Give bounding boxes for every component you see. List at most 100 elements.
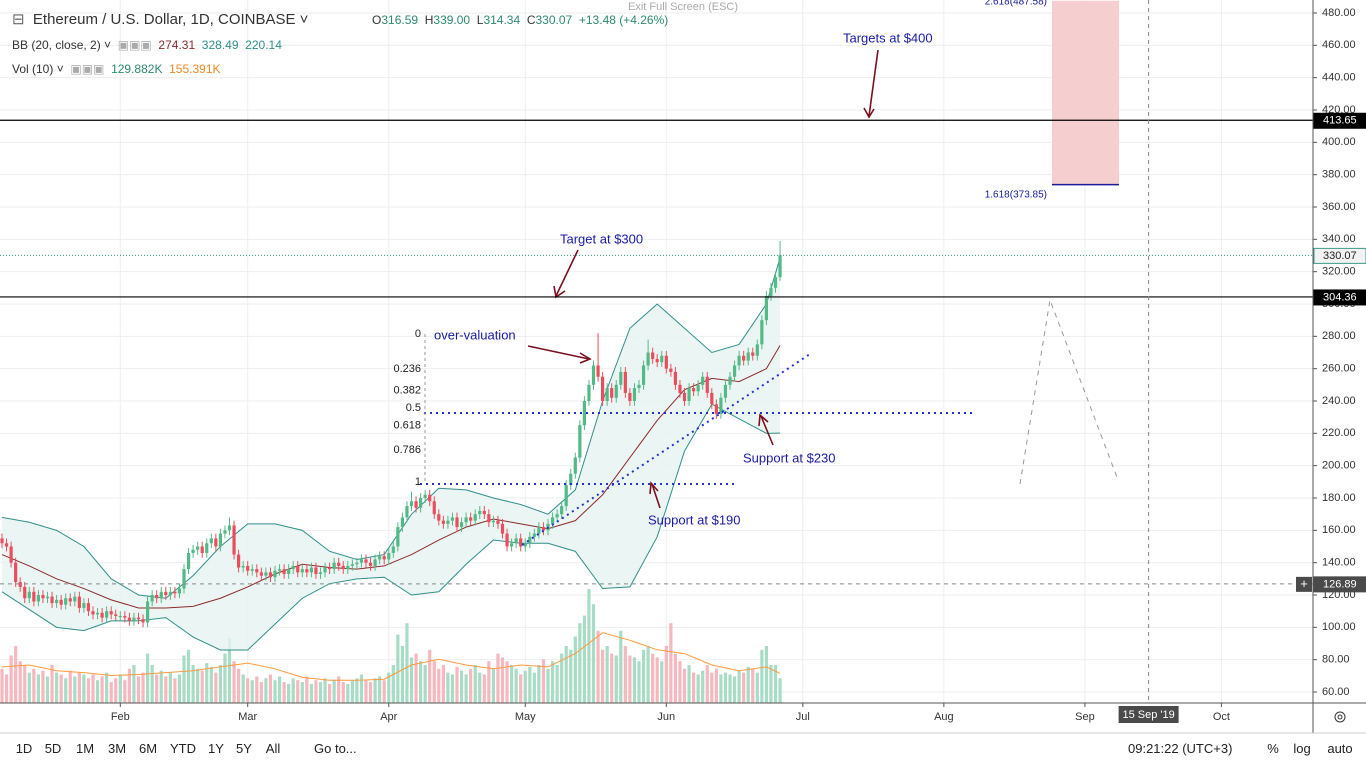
candle-body	[396, 527, 400, 547]
y-tick-label: 320.00	[1322, 266, 1356, 278]
candle-body	[268, 572, 273, 578]
over-layer: 0 0.236 0.382 0.5 0.618 0.786 1 Targets at $400…	[0, 0, 1366, 734]
symbol: ⊟ Ethereum / U.S. Dollar, 1D, COINBASE ˅	[12, 11, 309, 28]
volume-bar	[191, 665, 195, 703]
volume-bar	[100, 676, 104, 703]
toolbar-item[interactable]: %	[1267, 741, 1279, 756]
candle-body	[541, 527, 546, 531]
volume-bar	[268, 674, 273, 703]
c-value: 330.07	[535, 13, 573, 27]
volume-bar	[123, 680, 127, 703]
volume-bar	[619, 630, 623, 703]
volume-bar	[546, 668, 550, 703]
volume-bar	[719, 674, 723, 703]
volume-bar	[514, 668, 518, 703]
volume-bar	[182, 655, 186, 703]
volume-bar	[596, 630, 600, 703]
candle-body	[282, 569, 286, 574]
candle-body	[364, 559, 368, 563]
volume-bar	[36, 674, 41, 703]
volume-bar	[309, 684, 314, 703]
volume-bar	[769, 665, 773, 703]
volume-bar	[573, 636, 577, 703]
candle-body	[227, 525, 232, 531]
volume-bar	[628, 655, 632, 703]
toolbar-item[interactable]: All	[265, 741, 281, 756]
candle-body	[14, 562, 18, 583]
candle-body	[723, 384, 728, 398]
candle-body	[287, 569, 291, 574]
volume-bar	[227, 638, 232, 703]
toolbar-item[interactable]: log	[1293, 741, 1311, 756]
candle-body	[114, 614, 118, 617]
bb-name[interactable]: BB (20, close, 2)	[12, 38, 101, 52]
candle-body	[309, 567, 314, 573]
candle-body	[82, 603, 86, 608]
volume-bar	[95, 680, 100, 703]
volume-bar	[710, 672, 714, 703]
candle-body	[778, 255, 782, 278]
candle-body	[441, 520, 445, 524]
candle-body	[246, 565, 250, 571]
volume-bar	[482, 674, 486, 703]
toolbar-item[interactable]: YTD	[170, 741, 196, 756]
y-tick-label: 200.00	[1322, 460, 1356, 472]
fib-ratio: 0.786	[393, 444, 421, 456]
candle-body	[641, 365, 646, 385]
volume-bar	[291, 678, 295, 703]
volume-bar	[428, 649, 432, 703]
volume-bar	[314, 680, 318, 703]
y-tick-label: 220.00	[1322, 427, 1356, 439]
volume-bar	[601, 649, 605, 703]
toolbar-item[interactable]: 6M	[138, 741, 158, 756]
toolbar-item[interactable]: 1M	[75, 741, 95, 756]
candle-body	[9, 546, 13, 563]
symbol-name[interactable]: Ethereum / U.S. Dollar, 1D, COINBASE	[32, 11, 296, 28]
candle-body	[769, 287, 773, 296]
volume-bar	[318, 682, 323, 703]
volume-bar	[687, 665, 691, 703]
projection	[1019, 298, 1119, 485]
settings-icon[interactable]	[1334, 711, 1346, 723]
volume-bar	[669, 623, 673, 703]
volume-bar	[328, 684, 332, 703]
toolbar-item[interactable]: 5D	[44, 741, 62, 756]
volume-bar	[555, 665, 559, 703]
candle-body	[596, 365, 600, 377]
toolbar-item[interactable]: 1D	[15, 741, 33, 756]
candle-body	[437, 514, 441, 521]
candle-body	[423, 494, 427, 499]
toolbar-item[interactable]: Go to...	[314, 741, 357, 756]
volume-bar	[578, 623, 582, 703]
candle-body	[728, 376, 732, 385]
candle-body	[241, 565, 245, 568]
volume-bar	[569, 649, 573, 703]
fib-label: 1.618(373.85)	[985, 189, 1047, 200]
annotation: over-valuation	[434, 327, 516, 342]
candle-body	[664, 355, 668, 369]
volume-bar	[155, 674, 159, 703]
c-label: C	[526, 13, 536, 27]
volume-bar	[241, 674, 245, 703]
y-tick-label: 480.00	[1322, 7, 1356, 19]
exit-fullscreen[interactable]: Exit Full Screen (ESC)	[628, 1, 739, 13]
toolbar-item[interactable]: 3M	[107, 741, 127, 756]
crosshair-plus[interactable]	[1296, 576, 1312, 592]
toolbar-item[interactable]: 1Y	[208, 741, 224, 756]
volume-bar	[714, 668, 718, 703]
toolbar-item[interactable]: 5Y	[236, 741, 252, 756]
candle-body	[27, 591, 31, 599]
toolbar-item[interactable]: 09:21:22 (UTC+3)	[1128, 741, 1233, 756]
y-tick-label: 240.00	[1322, 395, 1356, 407]
y-tick-label: 160.00	[1322, 524, 1356, 536]
candle-body	[73, 596, 77, 602]
toolbar-item[interactable]: auto	[1327, 741, 1353, 756]
volume-bar	[332, 680, 336, 703]
candle-body	[100, 612, 104, 618]
volume-bar	[610, 653, 614, 703]
vol-name[interactable]: Vol (10)	[12, 62, 54, 76]
candle-body	[601, 376, 605, 402]
volume-bar	[300, 682, 304, 703]
volume-bar	[246, 678, 250, 703]
volume-bar	[105, 672, 109, 703]
